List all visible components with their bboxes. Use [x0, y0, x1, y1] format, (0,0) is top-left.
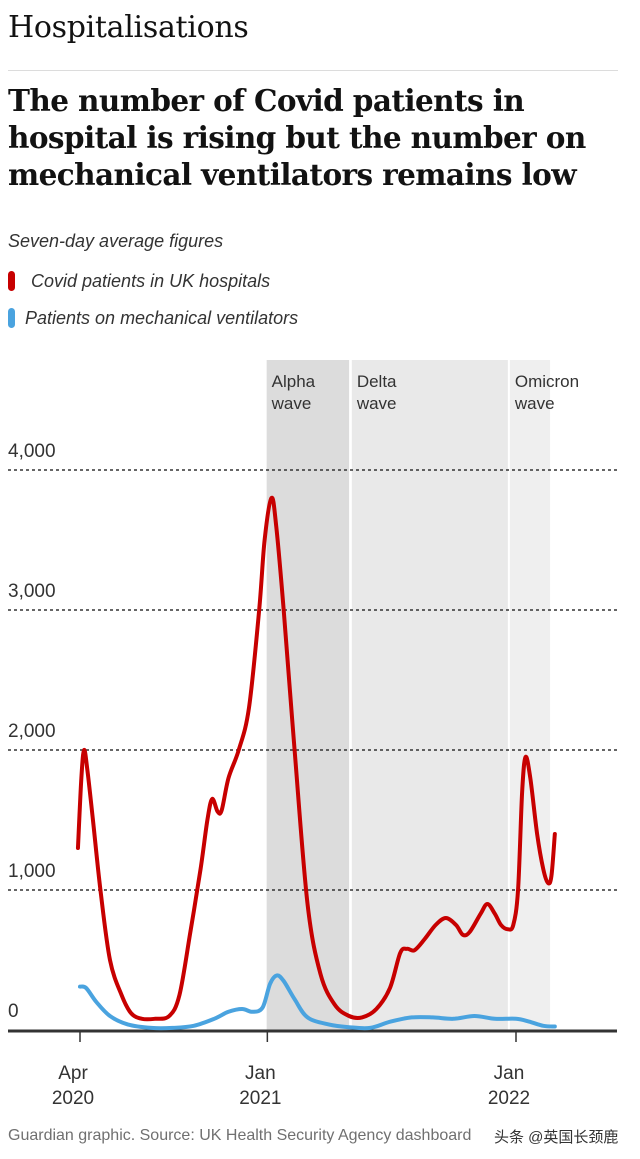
series-line-ventilators	[78, 973, 557, 1031]
x-tick-label: 2022	[488, 1088, 530, 1109]
legend-swatch-red	[8, 271, 15, 291]
wave-band-alpha	[266, 360, 350, 1031]
x-tick-label: Jan	[245, 1063, 276, 1084]
legend-swatch-blue	[8, 308, 15, 328]
y-tick-label: 4,000	[8, 441, 56, 462]
wave-label-alpha: Alpha	[272, 372, 316, 391]
wave-label-delta: wave	[356, 394, 397, 413]
chart-headline: The number of Covid patients in hospital…	[8, 83, 586, 192]
x-axis: Apr 2020 Jan 2021 Jan 2022	[8, 1029, 617, 1109]
x-tick-label: 2020	[52, 1088, 94, 1109]
wave-label-omicron: wave	[514, 394, 555, 413]
legend-item-ventilators: Patients on mechanical ventilators	[8, 308, 298, 329]
chart-subtitle: Seven-day average figures	[8, 231, 224, 251]
legend-item-hospital: Covid patients in UK hospitals	[8, 271, 270, 292]
y-tick-label: 2,000	[8, 721, 56, 742]
wave-label-omicron: Omicron	[515, 372, 579, 391]
y-tick-label: 0	[8, 1001, 19, 1022]
y-tick-label: 1,000	[8, 861, 56, 882]
series-lines	[75, 495, 557, 1031]
wave-label-alpha: wave	[271, 394, 312, 413]
y-tick-label: 3,000	[8, 581, 56, 602]
watermark: 头条 @英国长颈鹿	[492, 1126, 621, 1147]
legend-label-ventilators: Patients on mechanical ventilators	[25, 308, 299, 328]
source-credit: Guardian graphic. Source: UK Health Secu…	[8, 1127, 472, 1144]
wave-label-delta: Delta	[357, 372, 397, 391]
x-tick-label: 2021	[239, 1088, 281, 1109]
series-line-hospital	[75, 495, 557, 1022]
wave-band-delta	[351, 360, 508, 1031]
chart-area: Alpha wave Delta wave Omicron wave 0 1,000 2,00…	[8, 360, 617, 1109]
wave-bands: Alpha wave Delta wave Omicron wave	[266, 360, 579, 1031]
legend-label-hospital: Covid patients in UK hospitals	[31, 271, 271, 291]
x-tick-label: Jan	[494, 1063, 525, 1084]
divider	[8, 70, 618, 71]
wave-band-omicron	[509, 360, 551, 1031]
x-tick-label: Apr	[58, 1063, 88, 1084]
y-axis-ticks: 0 1,000 2,000 3,000 4,000	[8, 441, 56, 1022]
section-kicker: Hospitalisations	[8, 10, 249, 45]
